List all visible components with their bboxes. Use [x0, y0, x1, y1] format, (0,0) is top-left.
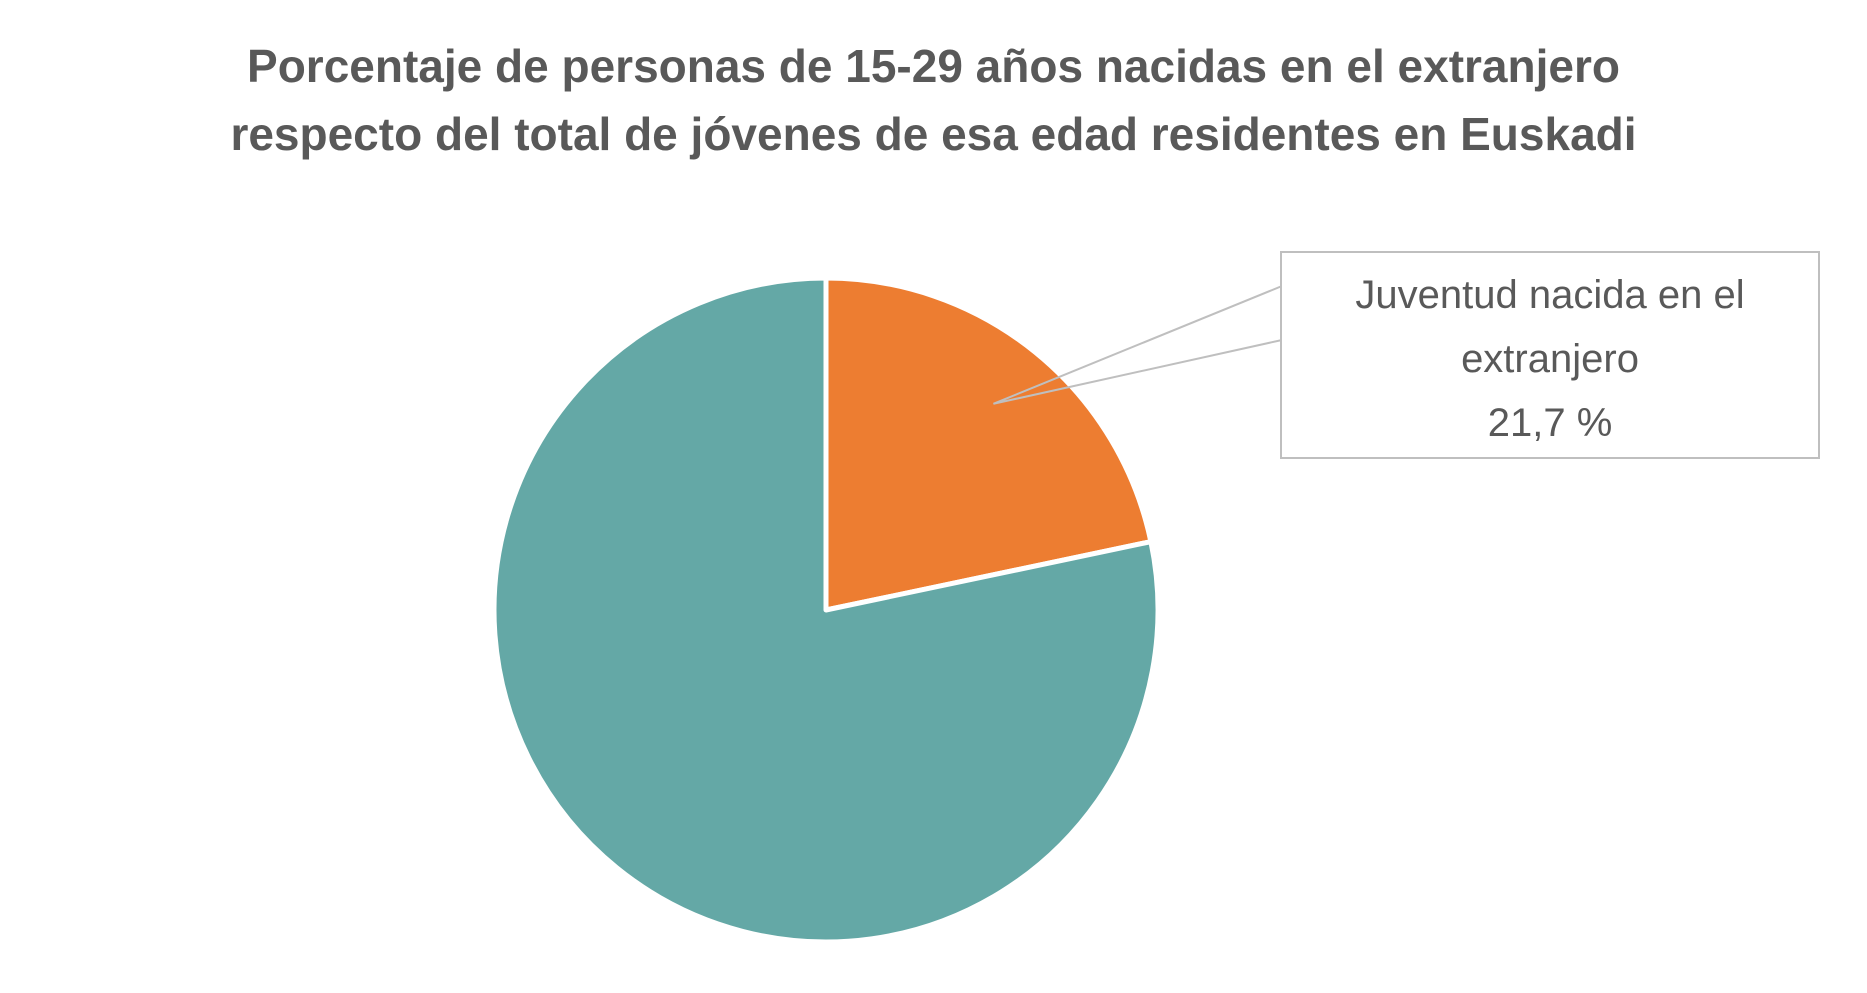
data-label-value: 21,7 % — [1487, 401, 1613, 445]
pie-slices — [491, 275, 1161, 945]
chart-title-line-1: Porcentaje de personas de 15-29 años nac… — [247, 40, 1620, 92]
data-label-leader-line — [993, 285, 1283, 405]
data-label-line-1: Juventud nacida en el — [1355, 273, 1745, 317]
chart-title-line-2: respecto del total de jóvenes de esa eda… — [230, 108, 1637, 160]
pie-slice-0 — [823, 275, 1154, 613]
pie-slice-1 — [491, 275, 1161, 945]
data-label-callout: Juventud nacida en el extranjero 21,7 % — [1280, 251, 1820, 459]
data-label-line-2: extranjero — [1461, 337, 1639, 381]
chart-title: Porcentaje de personas de 15-29 años nac… — [0, 32, 1867, 168]
